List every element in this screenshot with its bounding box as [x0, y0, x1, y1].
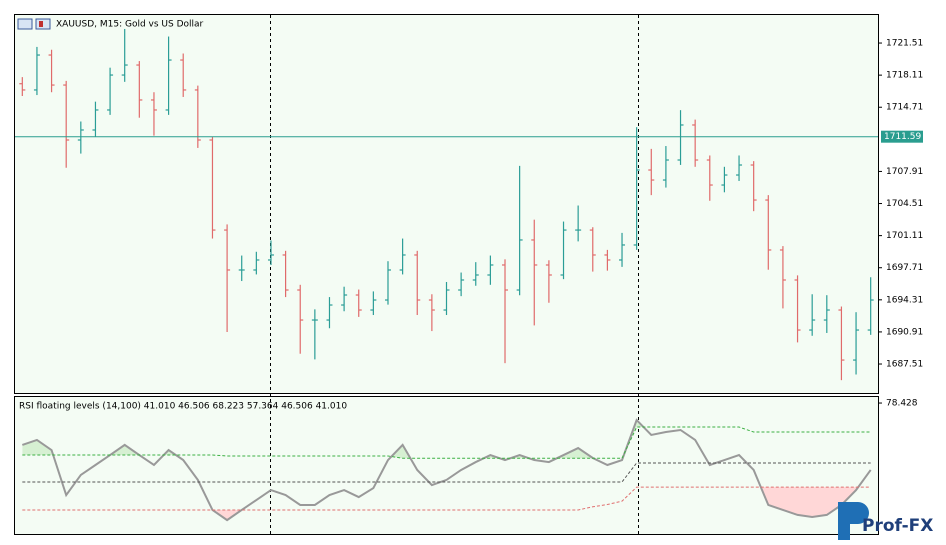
- current-price-label: 1711.59: [884, 132, 921, 142]
- y-tick-label: 1687.51: [886, 360, 923, 370]
- price-panel: [14, 14, 879, 394]
- level-line: [22, 486, 871, 511]
- y-tick-label: 1721.51: [886, 39, 923, 49]
- indicator-panel: [14, 396, 879, 535]
- y-tick-label: 78.428: [886, 399, 918, 409]
- y-tick-label: 1707.91: [886, 167, 923, 177]
- watermark-text: Prof-FX: [862, 516, 933, 536]
- chart-icon: [17, 18, 51, 30]
- y-tick-label: 1690.91: [886, 327, 923, 337]
- y-tick-label: 1704.51: [886, 199, 923, 209]
- y-tick-label: 1701.11: [886, 231, 923, 241]
- y-tick-label: 1694.31: [886, 295, 923, 305]
- current-price-box: [881, 130, 923, 143]
- level-line: [22, 462, 871, 483]
- y-tick-label: 1697.71: [886, 263, 923, 273]
- chart-title: XAUUSD, M15: Gold vs US Dollar: [56, 20, 204, 30]
- y-tick-label: 1714.71: [886, 103, 923, 113]
- indicator-title: RSI floating levels (14,100) 41.010 46.5…: [19, 402, 347, 412]
- y-tick-label: 1718.11: [886, 71, 923, 81]
- level-line: [22, 426, 871, 459]
- watermark-logo: Prof-FX: [838, 502, 933, 540]
